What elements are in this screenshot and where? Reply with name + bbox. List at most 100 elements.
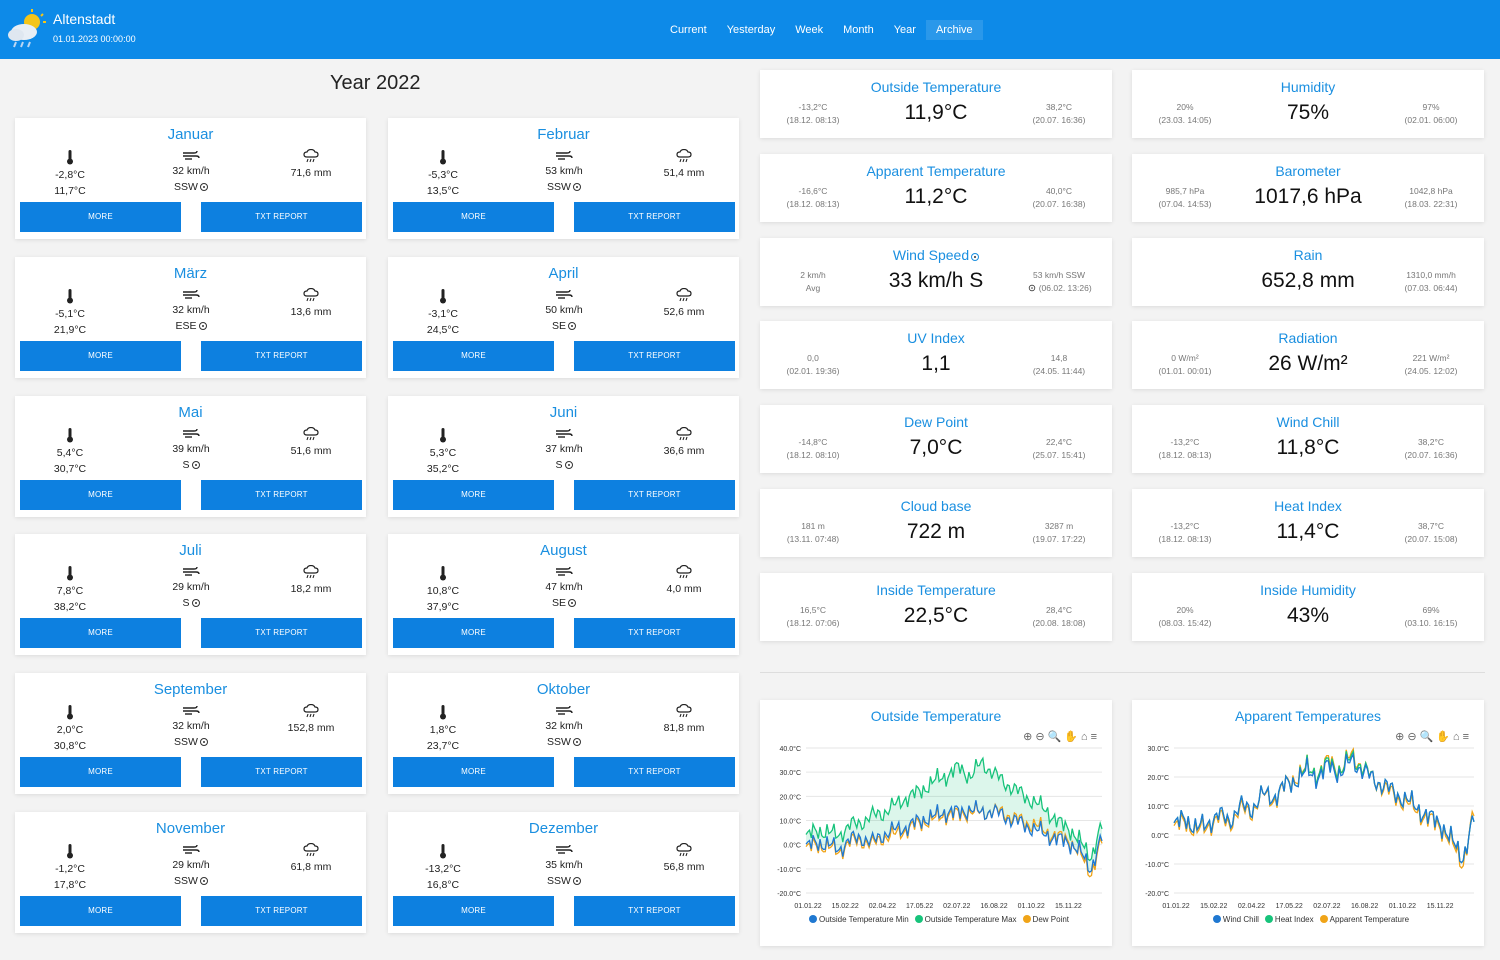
wind-column: 37 km/h S: [509, 427, 619, 473]
rain-total: 18,2 mm: [290, 583, 332, 596]
nav-year[interactable]: Year: [893, 24, 916, 36]
rain-total: 152,8 mm: [287, 722, 335, 735]
chart-plot-area: 30.0°C 20.0°C 10.0°C 0.0°C -10.0°C -20.0°C 01.…: [1145, 745, 1475, 910]
compass-icon: [199, 738, 208, 747]
tile-value: 33 km/h S: [888, 268, 984, 292]
legend-swatch[interactable]: [1212, 915, 1221, 923]
tile-max: 22,4°C (25.07. 15:41): [1032, 437, 1086, 461]
x-tick-label: 02.04.22: [1238, 903, 1265, 910]
tile-value: 26 W/m²: [1268, 352, 1348, 376]
tile-min: 0,0 (02.01. 19:36): [786, 353, 840, 377]
compass-icon: [198, 321, 207, 330]
rain-cloud-icon: [629, 287, 739, 302]
legend-swatch[interactable]: [1022, 915, 1031, 923]
temperature-column: -5,3°C 13,5°C: [388, 149, 498, 199]
x-tick-label: 15.11.22: [1055, 903, 1082, 910]
tile-value: 11,4°C: [1276, 520, 1340, 543]
wind-max: 29 km/h: [172, 859, 210, 871]
x-tick-label: 02.07.22: [943, 903, 970, 910]
more-button[interactable]: MORE: [393, 340, 554, 371]
more-button[interactable]: MORE: [20, 202, 181, 232]
legend-swatch[interactable]: [1319, 915, 1328, 923]
rain-cloud-icon: [256, 843, 366, 857]
rain-total: 52,6 mm: [663, 305, 705, 318]
legend-swatch[interactable]: [808, 915, 817, 923]
chart-title: Apparent Temperatures: [1234, 708, 1382, 724]
txt-report-button[interactable]: TXT REPORT: [574, 202, 735, 232]
temp-max: 16,8°C: [426, 879, 460, 891]
chart-legend: Wind Chill Heat Index Apparent Temperature: [1132, 915, 1484, 924]
compass-icon: [971, 252, 980, 261]
temp-max: 30,8°C: [53, 740, 87, 753]
tile-max: 38,2°C (20.07. 16:36): [1404, 437, 1458, 461]
more-button[interactable]: MORE: [393, 896, 554, 926]
txt-report-button[interactable]: TXT REPORT: [201, 479, 362, 510]
nav-month[interactable]: Month: [843, 24, 874, 36]
month-card: November -1,2°C 17,8°C 29 km/h SSW 61,8 …: [15, 812, 366, 933]
tile-min: 181 m (13.11. 07:48): [786, 521, 840, 544]
x-tick-label: 15.02.22: [832, 903, 859, 910]
more-button[interactable]: MORE: [20, 340, 181, 371]
more-button[interactable]: MORE: [20, 896, 181, 926]
legend-label[interactable]: Outside Temperature Min: [818, 915, 909, 924]
txt-report-button[interactable]: TXT REPORT: [201, 896, 362, 926]
more-button[interactable]: MORE: [393, 618, 554, 649]
txt-report-button[interactable]: TXT REPORT: [574, 896, 735, 926]
more-button[interactable]: MORE: [20, 757, 181, 788]
txt-report-button[interactable]: TXT REPORT: [201, 340, 362, 371]
chart-toolbar-icons[interactable]: ⊕⊖🔍✋⌂≡: [1023, 731, 1100, 743]
rain-column: 51,4 mm: [629, 149, 739, 181]
rain-column: 61,8 mm: [256, 843, 366, 875]
txt-report-button[interactable]: TXT REPORT: [201, 618, 362, 649]
txt-report-button[interactable]: TXT REPORT: [574, 479, 735, 510]
wind-column: 50 km/h SE: [509, 288, 619, 334]
txt-report-button[interactable]: TXT REPORT: [201, 757, 362, 788]
compass-icon: [568, 599, 576, 608]
chart-toolbar-icons[interactable]: ⊕⊖🔍✋⌂≡: [1395, 731, 1472, 743]
more-button[interactable]: MORE: [393, 479, 554, 510]
wind-column: 53 km/h SSW: [509, 149, 619, 195]
more-button[interactable]: MORE: [393, 757, 554, 788]
tile-min: -13,2°C (18.12. 08:13): [786, 102, 840, 125]
legend-label[interactable]: Wind Chill: [1222, 915, 1259, 924]
rain-column: 56,8 mm: [629, 843, 739, 875]
temperature-column: 5,3°C 35,2°C: [388, 427, 498, 477]
month-card: April -3,1°C 24,5°C 50 km/h SE 52,6 mm M…: [388, 256, 739, 378]
wind-icon: [509, 288, 619, 300]
nav-current[interactable]: Current: [670, 24, 707, 36]
nav-week[interactable]: Week: [795, 24, 824, 36]
legend-label[interactable]: Dew Point: [1032, 915, 1070, 924]
tile-min: -14,8°C (18.12. 08:10): [786, 437, 840, 461]
thermometer-icon: [388, 427, 498, 443]
nav-archive[interactable]: Archive: [925, 20, 983, 40]
stat-tile: Apparent Temperature -16,6°C (18.12. 08:1…: [760, 153, 1112, 222]
tile-value: 11,9°C: [904, 101, 968, 124]
legend-label[interactable]: Outside Temperature Max: [924, 915, 1017, 924]
top-header: Altenstadt 01.01.2023 00:00:00 Current Y…: [0, 0, 1500, 59]
legend-swatch[interactable]: [1264, 915, 1273, 923]
nav-yesterday[interactable]: Yesterday: [726, 24, 776, 36]
wind-direction: S: [136, 595, 246, 611]
temp-min: -5,3°C: [428, 169, 458, 181]
temp-min: -2,8°C: [55, 169, 85, 181]
wind-icon: [136, 843, 246, 855]
tile-max: 28,4°C (20.08. 18:08): [1032, 604, 1086, 628]
temp-max: 17,8°C: [53, 879, 87, 891]
more-button[interactable]: MORE: [20, 618, 181, 649]
wind-direction: SSW: [509, 179, 619, 195]
chart-outside-temperature: Outside Temperature ⊕⊖🔍✋⌂≡ 40.0°C 30.0°C 2…: [760, 700, 1112, 946]
legend-label[interactable]: Heat Index: [1274, 915, 1314, 924]
legend-label[interactable]: Apparent Temperature: [1329, 915, 1410, 924]
txt-report-button[interactable]: TXT REPORT: [574, 340, 735, 371]
legend-swatch[interactable]: [914, 915, 923, 923]
temp-min: 5,3°C: [429, 446, 457, 459]
tile-value: 722 m: [906, 520, 966, 543]
wind-column: 39 km/h S: [136, 427, 246, 473]
tile-value: 75%: [1286, 101, 1330, 124]
txt-report-button[interactable]: TXT REPORT: [574, 757, 735, 788]
more-button[interactable]: MORE: [393, 202, 554, 232]
tile-title: UV Index: [907, 330, 965, 347]
txt-report-button[interactable]: TXT REPORT: [574, 618, 735, 649]
txt-report-button[interactable]: TXT REPORT: [201, 202, 362, 232]
more-button[interactable]: MORE: [20, 479, 181, 510]
